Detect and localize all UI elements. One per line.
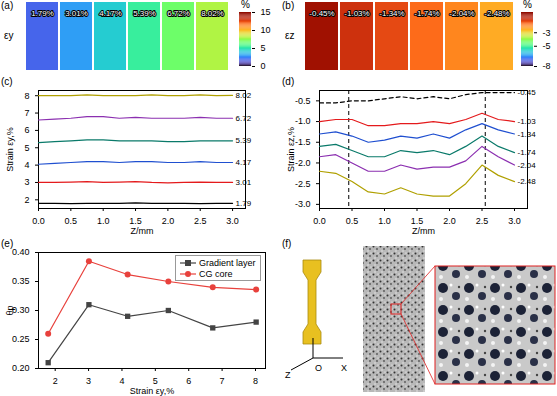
svg-text:3.0: 3.0 bbox=[508, 216, 521, 226]
svg-text:0.0: 0.0 bbox=[313, 216, 326, 226]
svg-text:-0.45: -0.45 bbox=[518, 88, 537, 97]
svg-text:Z/mm: Z/mm bbox=[131, 226, 154, 236]
svg-text:0.0: 0.0 bbox=[32, 216, 45, 226]
svg-text:2.0: 2.0 bbox=[162, 216, 175, 226]
svg-text:0.25: 0.25 bbox=[12, 334, 30, 344]
svg-text:-1.74: -1.74 bbox=[518, 148, 537, 157]
svg-text:0.40: 0.40 bbox=[12, 247, 30, 257]
svg-text:2.5: 2.5 bbox=[476, 216, 489, 226]
svg-text:-3.0: -3.0 bbox=[295, 199, 311, 209]
svg-text:8: 8 bbox=[253, 376, 258, 386]
svg-text:4: 4 bbox=[24, 160, 29, 170]
html-text:(e): (e) bbox=[1, 238, 14, 249]
svg-text:0.20: 0.20 bbox=[12, 363, 30, 373]
svg-text:2.0: 2.0 bbox=[443, 216, 456, 226]
svg-text:-2.48%: -2.48% bbox=[484, 9, 509, 18]
svg-text:-1.03%: -1.03% bbox=[344, 9, 369, 18]
svg-text:Strain εz,%: Strain εz,% bbox=[286, 127, 296, 172]
svg-text:5.39%: 5.39% bbox=[133, 9, 156, 18]
svg-text:-3: -3 bbox=[543, 28, 551, 38]
html-text:(f): (f) bbox=[282, 238, 292, 249]
svg-text:4.17: 4.17 bbox=[236, 158, 252, 167]
svg-text:Z: Z bbox=[285, 370, 291, 380]
svg-text:-2.04: -2.04 bbox=[518, 161, 537, 170]
html-text:εz: εz bbox=[285, 30, 295, 41]
svg-text:1.79: 1.79 bbox=[236, 199, 252, 208]
html-text:εy: εy bbox=[4, 30, 14, 41]
svg-text:1.0: 1.0 bbox=[378, 216, 391, 226]
svg-text:3.01%: 3.01% bbox=[65, 9, 88, 18]
svg-text:X: X bbox=[341, 363, 347, 373]
svg-text:3: 3 bbox=[24, 177, 29, 187]
svg-text:3: 3 bbox=[86, 376, 91, 386]
svg-text:-8: -8 bbox=[543, 61, 551, 71]
svg-text:10: 10 bbox=[261, 25, 271, 35]
svg-text:-0.45%: -0.45% bbox=[309, 9, 334, 18]
svg-text:-2.48: -2.48 bbox=[518, 177, 537, 186]
svg-text:6.72: 6.72 bbox=[236, 114, 252, 123]
svg-text:Strain εy,%: Strain εy,% bbox=[5, 127, 15, 171]
svg-text:7: 7 bbox=[24, 108, 29, 118]
svg-text:0.5: 0.5 bbox=[65, 216, 78, 226]
svg-text:8.02%: 8.02% bbox=[201, 9, 224, 18]
svg-text:-1.34%: -1.34% bbox=[379, 9, 404, 18]
svg-text:8: 8 bbox=[24, 91, 29, 101]
svg-text:-1.5: -1.5 bbox=[295, 137, 311, 147]
svg-text:1.0: 1.0 bbox=[97, 216, 110, 226]
html-text:(b): (b) bbox=[282, 0, 295, 11]
svg-text:-1.0: -1.0 bbox=[295, 116, 311, 126]
svg-text:6: 6 bbox=[186, 376, 191, 386]
svg-text:5: 5 bbox=[153, 376, 158, 386]
svg-text:5.39: 5.39 bbox=[236, 136, 252, 145]
html-text:(a): (a) bbox=[1, 0, 14, 11]
svg-text:2: 2 bbox=[53, 376, 58, 386]
svg-text:3.01: 3.01 bbox=[236, 178, 252, 187]
svg-text:-2.0: -2.0 bbox=[295, 158, 311, 168]
html-text:Gradient layer: Gradient layer bbox=[199, 257, 256, 268]
svg-text:-2.5: -2.5 bbox=[295, 179, 311, 189]
svg-text:Strain εy,%: Strain εy,% bbox=[130, 386, 174, 396]
svg-text:4: 4 bbox=[119, 376, 124, 386]
html-text:CG core: CG core bbox=[199, 268, 233, 279]
svg-text:6.72%: 6.72% bbox=[167, 9, 190, 18]
svg-text:-1.03: -1.03 bbox=[518, 117, 537, 126]
svg-text:2.5: 2.5 bbox=[194, 216, 207, 226]
svg-text:0.35: 0.35 bbox=[12, 276, 30, 286]
svg-text:-1.34: -1.34 bbox=[518, 130, 537, 139]
svg-text:6: 6 bbox=[24, 125, 29, 135]
svg-text:1.79%: 1.79% bbox=[31, 9, 54, 18]
svg-text:1.5: 1.5 bbox=[411, 216, 424, 226]
svg-text:0.30: 0.30 bbox=[12, 305, 30, 316]
svg-text:4.17%: 4.17% bbox=[99, 9, 122, 18]
svg-text:5: 5 bbox=[261, 43, 266, 53]
svg-text:θp: θp bbox=[5, 305, 15, 315]
svg-text:1.5: 1.5 bbox=[129, 216, 142, 226]
svg-text:8.02: 8.02 bbox=[236, 91, 252, 100]
html-text:(c): (c) bbox=[1, 76, 13, 87]
svg-text:-2.04%: -2.04% bbox=[449, 9, 474, 18]
svg-text:Z/mm: Z/mm bbox=[412, 226, 435, 236]
svg-text:2: 2 bbox=[24, 195, 29, 205]
svg-text:15: 15 bbox=[261, 7, 271, 17]
svg-text:-0.5: -0.5 bbox=[295, 96, 311, 106]
svg-text:0: 0 bbox=[261, 61, 266, 71]
html-text:(d): (d) bbox=[282, 76, 295, 87]
svg-text:-5: -5 bbox=[543, 41, 551, 51]
svg-text:0.5: 0.5 bbox=[346, 216, 359, 226]
svg-text:-1.74%: -1.74% bbox=[414, 9, 439, 18]
svg-text:7: 7 bbox=[220, 376, 225, 386]
svg-text:3.0: 3.0 bbox=[226, 216, 239, 226]
svg-text:O: O bbox=[315, 363, 322, 373]
svg-text:5: 5 bbox=[24, 143, 29, 153]
